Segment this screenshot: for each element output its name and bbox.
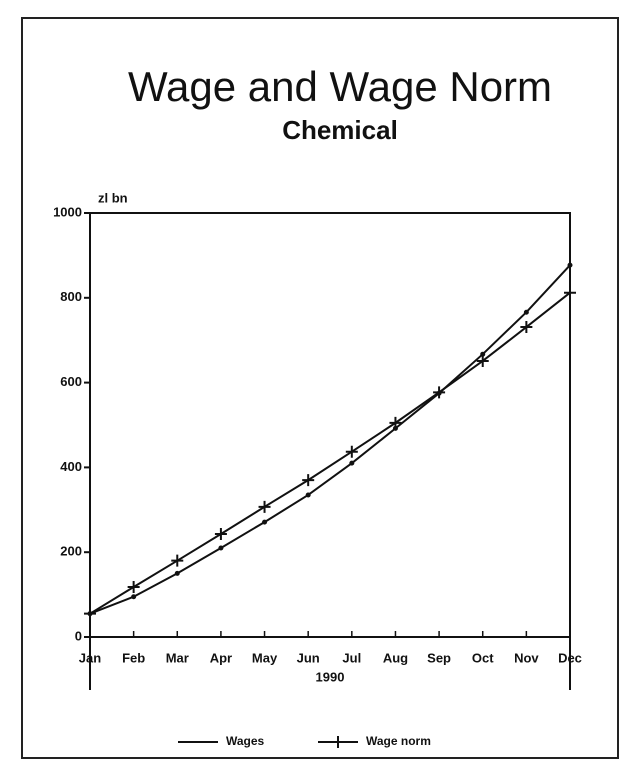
legend-label: Wages — [226, 734, 265, 748]
series-line — [89, 291, 571, 615]
x-tick-label: Mar — [166, 650, 189, 665]
y-tick-label: 200 — [60, 544, 82, 559]
series-line — [89, 264, 571, 615]
x-tick-label: Nov — [514, 650, 539, 665]
y-unit-label: zl bn — [98, 190, 128, 205]
marker — [262, 519, 268, 525]
x-tick-label: Jun — [297, 650, 320, 665]
marker — [567, 262, 573, 268]
x-tick-label: Oct — [472, 650, 494, 665]
x-tick-label: Aug — [383, 650, 408, 665]
y-tick-label: 0 — [75, 628, 82, 643]
chart-title: Wage and Wage Norm — [128, 63, 552, 110]
frame — [21, 17, 619, 759]
marker — [218, 545, 224, 551]
legend-label: Wage norm — [366, 734, 431, 748]
marker — [433, 386, 446, 399]
marker — [349, 460, 355, 466]
plot-area — [89, 212, 571, 638]
x-tick-label: Apr — [210, 650, 232, 665]
marker — [171, 554, 184, 567]
marker — [214, 527, 227, 540]
marker — [389, 416, 402, 429]
marker — [305, 492, 311, 498]
marker — [84, 607, 96, 620]
x-tick-label: Feb — [122, 650, 145, 665]
marker — [520, 321, 533, 334]
x-tick-label: Dec — [558, 650, 582, 665]
y-tick-label: 600 — [60, 374, 82, 389]
x-axis-label: 1990 — [316, 669, 345, 684]
marker — [332, 736, 344, 748]
y-tick-label: 1000 — [53, 204, 82, 219]
marker — [174, 570, 180, 576]
marker — [345, 445, 358, 458]
marker — [480, 351, 486, 357]
marker — [302, 474, 315, 487]
marker — [564, 286, 576, 299]
y-tick-label: 800 — [60, 289, 82, 304]
marker — [476, 354, 489, 367]
marker — [127, 580, 140, 593]
marker — [523, 309, 529, 315]
marker — [131, 594, 137, 600]
x-tick-label: Jan — [79, 650, 101, 665]
x-tick-label: Jul — [342, 650, 361, 665]
chart-subtitle: Chemical — [282, 115, 398, 145]
y-tick-label: 400 — [60, 459, 82, 474]
marker — [258, 500, 271, 513]
x-tick-label: May — [252, 650, 278, 665]
x-tick-label: Sep — [427, 650, 451, 665]
